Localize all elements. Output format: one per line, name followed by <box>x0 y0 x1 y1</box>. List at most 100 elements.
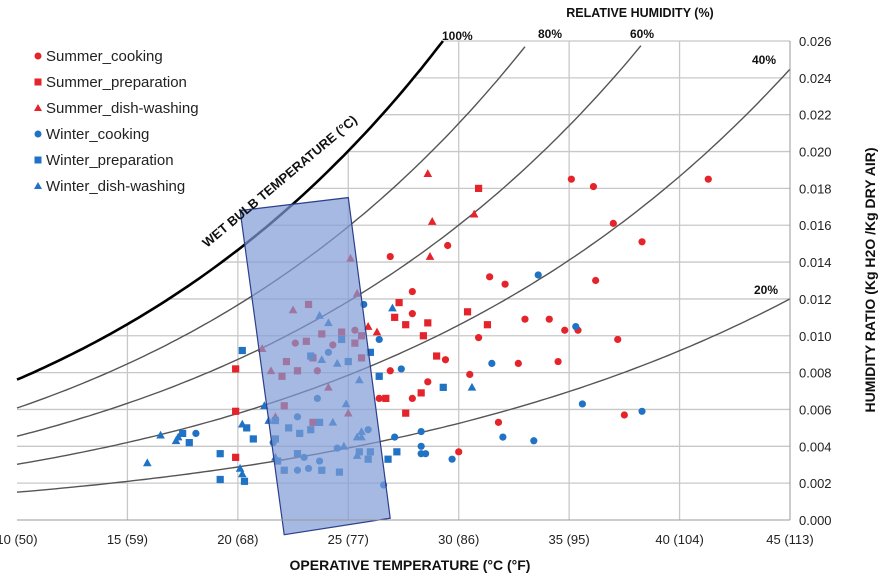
point-winter_cooking <box>488 359 496 368</box>
point-winter_cooking <box>448 455 456 463</box>
comfort-zone-polygon <box>239 196 391 536</box>
y-tick-label: 0.002 <box>799 476 832 491</box>
point-summer_dish-washing <box>427 217 437 225</box>
point-winter_cooking <box>638 407 646 415</box>
point-summer_cooking <box>486 273 494 281</box>
rh-label-60: 60% <box>630 27 654 41</box>
y-tick-label: 0.006 <box>799 402 832 417</box>
point-summer_cooking <box>386 367 394 375</box>
point-summer_preparation <box>395 299 403 307</box>
point-summer_cooking <box>494 418 503 426</box>
point-summer_preparation <box>232 365 240 373</box>
x-tick-label: 15 (59) <box>107 532 148 547</box>
point-summer_cooking <box>614 335 622 344</box>
point-summer_cooking <box>592 276 600 285</box>
point-winter_cooking <box>375 335 383 344</box>
x-tick-label: 20 (68) <box>217 532 258 547</box>
point-winter_preparation <box>216 450 224 458</box>
point-winter_preparation <box>216 475 224 484</box>
point-winter_preparation <box>375 372 383 380</box>
point-summer_cooking <box>441 356 450 364</box>
y-tick-label: 0.010 <box>799 329 832 344</box>
legend-marker-circle-icon <box>34 52 42 60</box>
y-tick-label: 0.016 <box>799 218 832 233</box>
point-summer_cooking <box>408 287 416 296</box>
x-tick-labels: 10 (50) 15 (59) 20 (68) 25 (77) 30 (86) 35 (9… <box>0 532 814 547</box>
point-winter_cooking <box>192 429 200 438</box>
point-winter_preparation <box>366 348 374 356</box>
point-summer_preparation <box>402 321 410 329</box>
x-tick-label: 35 (95) <box>549 532 590 547</box>
rh-curve-100 <box>16 40 444 381</box>
point-summer_preparation <box>232 407 240 415</box>
rh-label-40: 40% <box>752 53 776 67</box>
point-summer_dish-washing <box>469 209 479 218</box>
point-summer_cooking <box>567 175 575 183</box>
point-summer_cooking <box>466 370 474 379</box>
point-summer_dish-washing <box>363 322 373 330</box>
point-winter_dish-washing <box>237 419 247 428</box>
point-winter_preparation <box>393 448 401 456</box>
rh-curve-40 <box>16 68 791 465</box>
y-tick-label: 0.026 <box>799 34 832 49</box>
legend-item-label: Winter_dish-washing <box>46 178 185 195</box>
point-summer_cooking <box>424 378 432 386</box>
x-tick-label: 10 (50) <box>0 532 38 547</box>
y-tick-label: 0.008 <box>799 366 832 381</box>
x-tick-label: 30 (86) <box>438 532 479 547</box>
legend-marker-square-icon <box>34 78 42 86</box>
point-summer_preparation <box>232 453 240 461</box>
point-winter_cooking <box>421 450 430 458</box>
legend-item-label: Summer_dish-washing <box>46 100 199 117</box>
point-summer_cooking <box>561 326 569 334</box>
rh-label-20: 20% <box>754 283 778 297</box>
point-winter_dish-washing <box>156 430 165 439</box>
y-tick-label: 0.024 <box>799 71 832 86</box>
point-winter_cooking <box>530 437 538 445</box>
point-summer_cooking <box>638 238 646 246</box>
y-tick-label: 0.004 <box>799 439 832 454</box>
point-winter_preparation <box>240 477 249 485</box>
chart-title: RELATIVE HUMIDITY (%) <box>566 6 713 20</box>
point-summer_dish-washing <box>423 169 433 177</box>
point-summer_cooking <box>444 241 452 250</box>
point-winter_preparation <box>439 383 447 391</box>
rh-label-80: 80% <box>538 27 562 41</box>
y-axis-label: HUMIDITY RATIO (Kg H2O /Kg DRY AIR) <box>862 148 878 413</box>
point-summer_cooking <box>408 394 416 403</box>
point-winter_cooking <box>397 365 405 373</box>
x-tick-label: 40 (104) <box>655 532 703 547</box>
point-summer_cooking <box>704 175 712 183</box>
y-tick-label: 0.022 <box>799 108 832 123</box>
point-winter_preparation <box>238 346 246 355</box>
point-winter_cooking <box>417 427 425 436</box>
point-winter_preparation <box>243 424 251 432</box>
point-winter_dish-washing <box>173 432 183 441</box>
point-summer_preparation <box>391 313 399 321</box>
point-winter_dish-washing <box>143 458 152 467</box>
point-summer_cooking <box>474 334 483 342</box>
axes <box>17 41 791 521</box>
point-summer_cooking <box>545 315 553 323</box>
rh-labels: 100% 80% 60% 40% 20% <box>442 27 778 297</box>
y-tick-label: 0.014 <box>799 255 832 270</box>
point-summer_cooking <box>375 394 383 403</box>
point-summer_cooking <box>609 219 617 227</box>
point-winter_dish-washing <box>388 303 397 312</box>
y-tick-label: 0.018 <box>799 181 832 196</box>
point-winter_cooking <box>499 433 507 441</box>
legend-marker-triangle-icon <box>34 182 42 189</box>
point-summer_cooking <box>386 252 394 261</box>
point-winter_cooking <box>391 433 399 441</box>
legend-marker-triangle-icon <box>34 104 42 111</box>
y-tick-label: 0.012 <box>799 292 832 307</box>
point-summer_preparation <box>483 321 492 329</box>
point-winter_preparation <box>179 429 187 438</box>
legend-marker-circle-icon <box>34 130 42 138</box>
legend-item-label: Summer_preparation <box>46 74 187 91</box>
point-summer_preparation <box>419 332 427 340</box>
point-summer_cooking <box>514 359 522 368</box>
legend-item-label: Winter_preparation <box>46 152 174 169</box>
point-summer_dish-washing <box>425 252 435 260</box>
